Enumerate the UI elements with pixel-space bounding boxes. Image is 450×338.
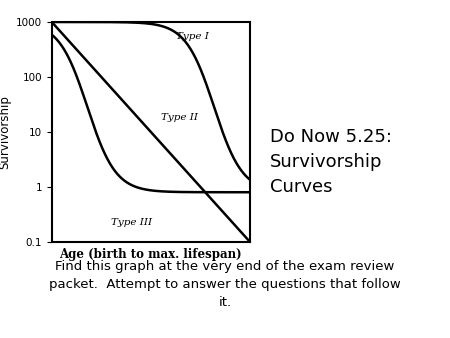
Y-axis label: Survivorship: Survivorship (0, 95, 12, 169)
Text: Type II: Type II (161, 113, 198, 122)
Text: Find this graph at the very end of the exam review
packet.  Attempt to answer th: Find this graph at the very end of the e… (49, 260, 401, 309)
Text: Type III: Type III (111, 218, 152, 227)
Text: Do Now 5.25:
Survivorship
Curves: Do Now 5.25: Survivorship Curves (270, 128, 392, 196)
Text: Age (birth to max. lifespan): Age (birth to max. lifespan) (59, 248, 242, 261)
Text: Type I: Type I (176, 32, 209, 41)
